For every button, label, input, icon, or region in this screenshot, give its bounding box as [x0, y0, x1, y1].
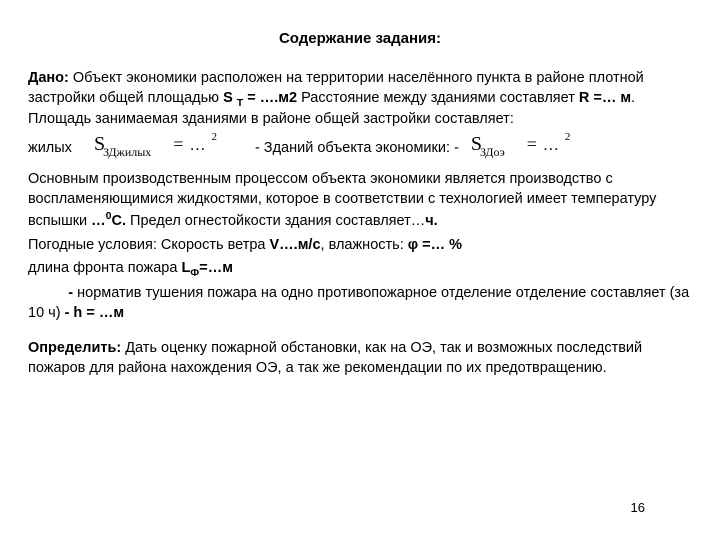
S-T-equals: = ….м2 [243, 90, 297, 106]
formula-s-oe: SЗДоэ=…2 [471, 133, 573, 156]
formula2-sub: ЗДоэ [480, 145, 505, 159]
para2b-unit: ч. [425, 213, 437, 229]
formula1-pow: 2 [211, 131, 217, 143]
front-paragraph: длина фронта пожара LФ=…м [28, 259, 692, 280]
norm-paragraph: - норматив тушения пожара на одно против… [28, 284, 692, 323]
opredelit-label: Определить: [28, 340, 121, 356]
L-post: =…м [199, 260, 233, 276]
phi-symbol: φ =… % [408, 237, 462, 253]
dano-paragraph: Дано: Объект экономики расположен на тер… [28, 69, 692, 129]
formula1-sub: ЗДжилых [103, 145, 151, 159]
process-paragraph: Основным производственным процессом объе… [28, 170, 692, 232]
mid-label: - Зданий объекта экономики: - [255, 140, 459, 156]
weather-paragraph: Погодные условия: Скорость ветра V….м/с,… [28, 236, 692, 256]
opredelit-text: Дать оценку пожарной обстановки, как на … [28, 340, 642, 376]
opredelit-paragraph: Определить: Дать оценку пожарной обстано… [28, 339, 692, 378]
formula1-dots: … [189, 137, 207, 154]
zhilyh-label: жилых [28, 140, 72, 156]
formula-row: жилых SЗДжилых=…2 - Зданий объекта эконо… [28, 133, 692, 156]
formula2-pow: 2 [565, 131, 571, 143]
norm-text: норматив тушения пожара на одно противоп… [28, 285, 689, 321]
V-symbol: V….м/с [270, 237, 321, 253]
temp-unit: С. [112, 213, 127, 229]
h-symbol: - h = …м [65, 305, 124, 321]
formula-s-zhilyh: SЗДжилых=…2 [94, 133, 219, 156]
norm-dash: - [28, 285, 77, 301]
pogoda-pre: Погодные условия: Скорость ветра [28, 237, 270, 253]
L-symbol: L [181, 260, 190, 276]
page-number: 16 [631, 500, 645, 515]
temp-dots: … [91, 213, 106, 229]
formula2-eq: = [527, 134, 537, 154]
S-T-symbol: S [223, 90, 237, 106]
R-symbol: R =… м [579, 90, 631, 106]
dano-label: Дано: [28, 70, 69, 86]
formula2-dots: … [543, 137, 561, 154]
page-title: Содержание задания: [28, 30, 692, 47]
document-page: Содержание задания: Дано: Объект экономи… [0, 0, 720, 540]
L-sub: Ф [190, 267, 199, 279]
formula1-eq: = [173, 134, 183, 154]
pogoda-mid: , влажность: [321, 237, 408, 253]
para2b: Предел огнестойкости здания составляет… [126, 213, 425, 229]
front-pre: длина фронта пожара [28, 260, 181, 276]
dano-text-2: Расстояние между зданиями составляет [297, 90, 579, 106]
